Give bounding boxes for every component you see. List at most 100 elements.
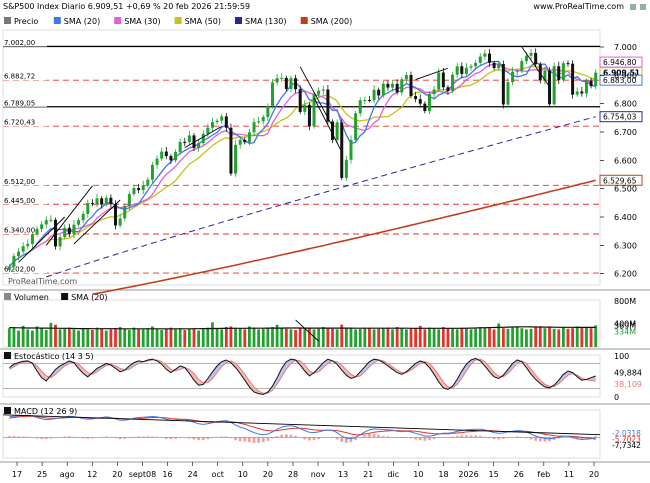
macd-histogram-bar xyxy=(381,435,385,438)
legend-swatch xyxy=(4,407,11,414)
macd-histogram-bar xyxy=(49,437,53,439)
volume-bar xyxy=(585,327,588,347)
x-tick-label: 2026 xyxy=(458,470,478,479)
candle xyxy=(137,188,141,191)
volume-bar xyxy=(358,328,362,347)
macd-histogram-bar xyxy=(155,436,159,438)
volume-bar xyxy=(67,327,71,347)
x-tick-label: ago xyxy=(60,470,75,479)
value-tag-label: 49,884 xyxy=(614,369,642,378)
trend-line xyxy=(45,185,93,246)
trend-line xyxy=(295,319,319,342)
x-tick-label: 20 xyxy=(589,470,599,479)
candle xyxy=(298,89,302,112)
macd-histogram-bar xyxy=(501,437,505,439)
volume-bar xyxy=(109,329,113,347)
macd-histogram-bar xyxy=(571,437,575,439)
candle xyxy=(30,234,34,244)
legend-label: Precio xyxy=(14,17,38,26)
volume-bar xyxy=(86,329,90,347)
trend-line xyxy=(299,66,333,127)
volume-bar xyxy=(224,327,228,347)
stochastic-fill xyxy=(457,370,462,385)
candle xyxy=(215,120,219,123)
macd-histogram-bar xyxy=(197,437,201,441)
macd-histogram-bar xyxy=(12,436,16,438)
volume-bar xyxy=(261,328,265,347)
trend-line xyxy=(18,216,66,263)
volume-bar xyxy=(548,327,551,347)
candle xyxy=(183,141,187,143)
volume-bar xyxy=(561,327,565,347)
trend-line xyxy=(73,199,121,245)
value-tag-label: 334M xyxy=(614,327,636,336)
macd-histogram-bar xyxy=(354,437,357,441)
x-tick-label: 15 xyxy=(489,470,499,479)
volume-bar xyxy=(49,322,53,347)
candle xyxy=(118,218,122,226)
volume-bar xyxy=(229,326,233,347)
volume-bar xyxy=(284,328,288,347)
candle xyxy=(460,66,464,74)
volume-bar xyxy=(515,327,519,347)
level-label: 6.720,43 xyxy=(4,119,35,127)
level-label-bg xyxy=(3,98,47,107)
macd-histogram-bar xyxy=(206,437,210,440)
value-tag-label: 6.883,00 xyxy=(603,76,637,85)
candle xyxy=(478,56,482,63)
volume-bar xyxy=(594,325,598,347)
maximize-icon[interactable] xyxy=(630,4,636,10)
legend-label: SMA (200) xyxy=(311,17,353,26)
macd-histogram-bar xyxy=(469,435,473,438)
candle xyxy=(391,83,395,88)
x-tick-label: 20 xyxy=(263,470,273,479)
volume-bar xyxy=(252,327,256,347)
candle xyxy=(12,256,16,267)
volume-bar xyxy=(446,328,450,347)
value-tag xyxy=(599,74,643,86)
candle xyxy=(538,64,542,81)
macd-histogram-bar xyxy=(164,437,168,439)
volume-bar xyxy=(100,328,104,347)
site-link[interactable]: www.ProRealTime.com xyxy=(533,2,624,11)
candle xyxy=(386,83,390,88)
legend-label: SMA (20) xyxy=(64,17,100,26)
candle xyxy=(492,62,496,68)
level-label-bg xyxy=(3,226,47,234)
volume-sma-line xyxy=(9,326,596,330)
volume-bar xyxy=(428,327,431,347)
candle xyxy=(552,66,556,105)
level-label-bg xyxy=(3,196,47,205)
volume-bar xyxy=(580,327,584,347)
volume-bar xyxy=(104,330,108,347)
candle xyxy=(224,116,228,128)
candle xyxy=(511,71,515,83)
stochastic-fill xyxy=(235,363,241,374)
y-tick-label: 6.200 xyxy=(614,270,637,279)
y-tick-label: 6.500 xyxy=(614,185,637,194)
macd-histogram-bar xyxy=(201,437,205,441)
value-tag-label: -7,7342 xyxy=(612,441,641,450)
volume-bar xyxy=(404,329,408,347)
volume-bar xyxy=(123,328,127,347)
volume-bar xyxy=(543,328,547,347)
volume-bar xyxy=(321,327,325,347)
macd-histogram-bar xyxy=(280,434,284,438)
volume-bar xyxy=(26,329,30,347)
stochastic-fill xyxy=(415,360,421,367)
x-tick-label: nov xyxy=(311,470,326,479)
macd-histogram-bar xyxy=(428,437,431,441)
volume-bar xyxy=(391,329,394,347)
volume-bar xyxy=(7,328,11,347)
volume-bar xyxy=(35,326,39,347)
y-tick-label: 7.000 xyxy=(614,43,637,52)
volume-bar xyxy=(298,328,302,347)
volume-bar xyxy=(234,327,237,347)
volume-bar xyxy=(423,329,427,347)
volume-bar xyxy=(201,329,205,347)
volume-bar xyxy=(575,326,579,347)
close-icon[interactable] xyxy=(640,4,646,10)
volume-bar xyxy=(308,327,311,347)
level-label-bg xyxy=(3,118,47,127)
